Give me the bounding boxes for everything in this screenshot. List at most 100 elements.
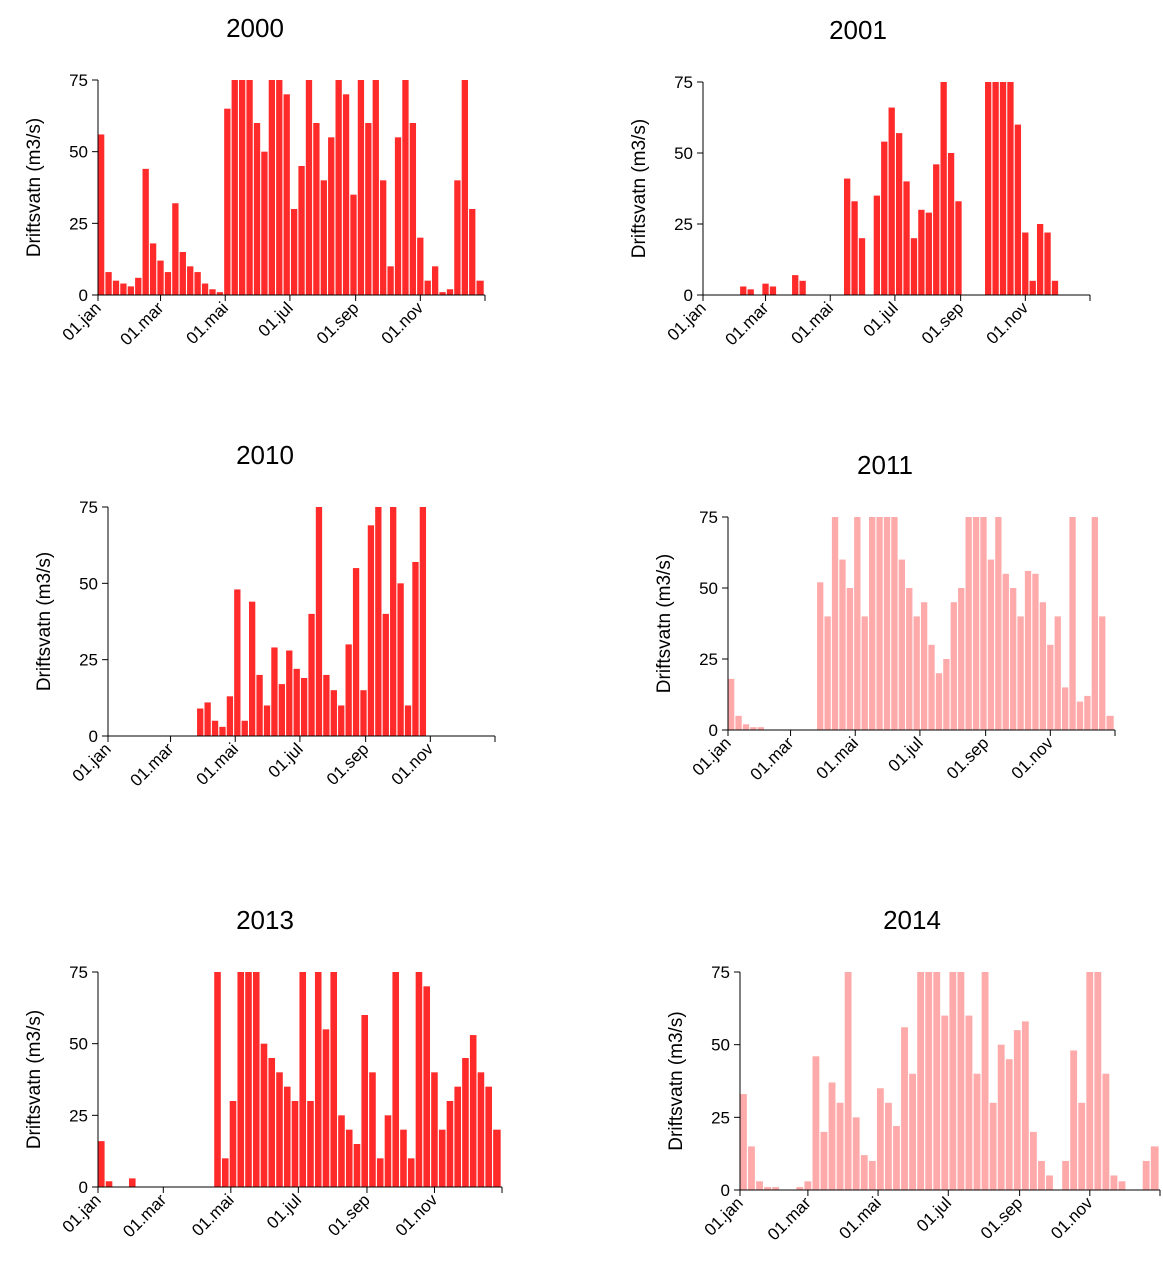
bar <box>469 209 476 295</box>
bar <box>387 266 394 295</box>
bar <box>1102 1073 1110 1190</box>
bar <box>291 1101 299 1187</box>
bar <box>229 1101 237 1187</box>
bar <box>965 517 972 730</box>
bar <box>1047 644 1054 730</box>
x-tick-label: 01.nov <box>1047 1193 1097 1243</box>
panel: 0 25 50 75 01.jan 01.mar 01.mai 01.jul 01.sep 01.… <box>666 905 1161 1244</box>
bar <box>1086 972 1094 1190</box>
bar <box>315 507 323 736</box>
bar <box>98 1141 105 1187</box>
y-tick-label: 0 <box>79 1178 88 1197</box>
bar <box>973 1073 981 1190</box>
chart-title: 2014 <box>883 905 941 935</box>
bar <box>989 1102 997 1190</box>
bar <box>1091 517 1098 730</box>
bar <box>211 720 219 736</box>
bar <box>293 668 300 736</box>
bar <box>987 559 995 730</box>
bar <box>209 289 216 295</box>
y-tick-label: 25 <box>69 1106 88 1125</box>
bar <box>1142 1160 1150 1190</box>
y-tick-label: 50 <box>711 1036 730 1055</box>
bar <box>769 286 777 295</box>
bar <box>876 1088 884 1190</box>
bar <box>350 194 357 295</box>
y-tick-label: 0 <box>79 286 88 305</box>
bar <box>748 1146 755 1190</box>
bar <box>187 266 194 295</box>
bar <box>851 201 858 295</box>
bar <box>869 517 876 730</box>
x-tick-label: 01.jan <box>69 739 115 785</box>
bar <box>909 1073 916 1190</box>
bar <box>197 708 204 736</box>
bar <box>901 1027 908 1190</box>
bar <box>342 94 350 295</box>
bar <box>402 80 409 295</box>
bar <box>278 684 286 736</box>
bar <box>392 972 400 1187</box>
bar <box>237 972 245 1187</box>
bar <box>204 702 211 736</box>
bar <box>992 82 999 295</box>
bar <box>446 289 454 295</box>
y-tick-label: 25 <box>79 651 98 670</box>
bar <box>1054 616 1061 730</box>
bar <box>423 986 430 1187</box>
bar <box>844 972 852 1190</box>
bar <box>493 1129 501 1187</box>
bar <box>380 180 387 295</box>
y-tick-label: 0 <box>684 286 693 305</box>
bar <box>1099 616 1106 730</box>
bar <box>933 164 940 295</box>
x-tick-label: 01.mai <box>788 298 838 348</box>
y-tick-label: 50 <box>69 1035 88 1054</box>
bar <box>1110 1175 1118 1190</box>
bar <box>290 209 298 295</box>
bar <box>164 272 172 295</box>
bar <box>925 972 933 1190</box>
bar <box>314 972 322 1187</box>
bar <box>375 507 382 736</box>
x-tick-label: 01.mar <box>747 733 798 784</box>
bar <box>345 644 352 736</box>
x-tick-label: 01.jan <box>59 1190 105 1236</box>
bar <box>1002 573 1009 730</box>
y-tick-label: 50 <box>699 579 718 598</box>
panel: 0 25 50 75 01.jan 01.mar 01.mai 01.jul 01.sep 01.… <box>654 450 1116 784</box>
bar <box>941 1015 949 1190</box>
bar <box>844 178 851 295</box>
bar <box>260 1043 268 1187</box>
bar <box>918 209 925 295</box>
y-tick-label: 75 <box>69 963 88 982</box>
x-tick-label: 01.mar <box>119 1190 170 1241</box>
bar <box>239 80 246 295</box>
bar <box>112 280 120 295</box>
bar <box>740 286 747 295</box>
bar <box>263 705 271 736</box>
bar <box>1032 573 1039 730</box>
bar <box>283 94 290 295</box>
bar <box>407 1158 415 1187</box>
bar <box>390 507 397 736</box>
bar <box>757 727 764 730</box>
bar <box>1094 972 1102 1190</box>
bar <box>906 588 913 730</box>
y-tick-label: 50 <box>79 574 98 593</box>
bar <box>891 517 898 730</box>
bar <box>893 1126 900 1190</box>
bar <box>276 80 283 295</box>
bar <box>335 80 342 295</box>
bar <box>957 972 965 1190</box>
y-tick-label: 25 <box>699 650 718 669</box>
x-tick-label: 01.mai <box>193 739 243 789</box>
bar <box>357 80 365 295</box>
bar <box>353 1144 361 1187</box>
bar <box>328 137 335 295</box>
bar <box>142 168 149 295</box>
bar <box>1014 124 1022 295</box>
bar <box>750 727 757 730</box>
bar <box>1084 695 1091 730</box>
